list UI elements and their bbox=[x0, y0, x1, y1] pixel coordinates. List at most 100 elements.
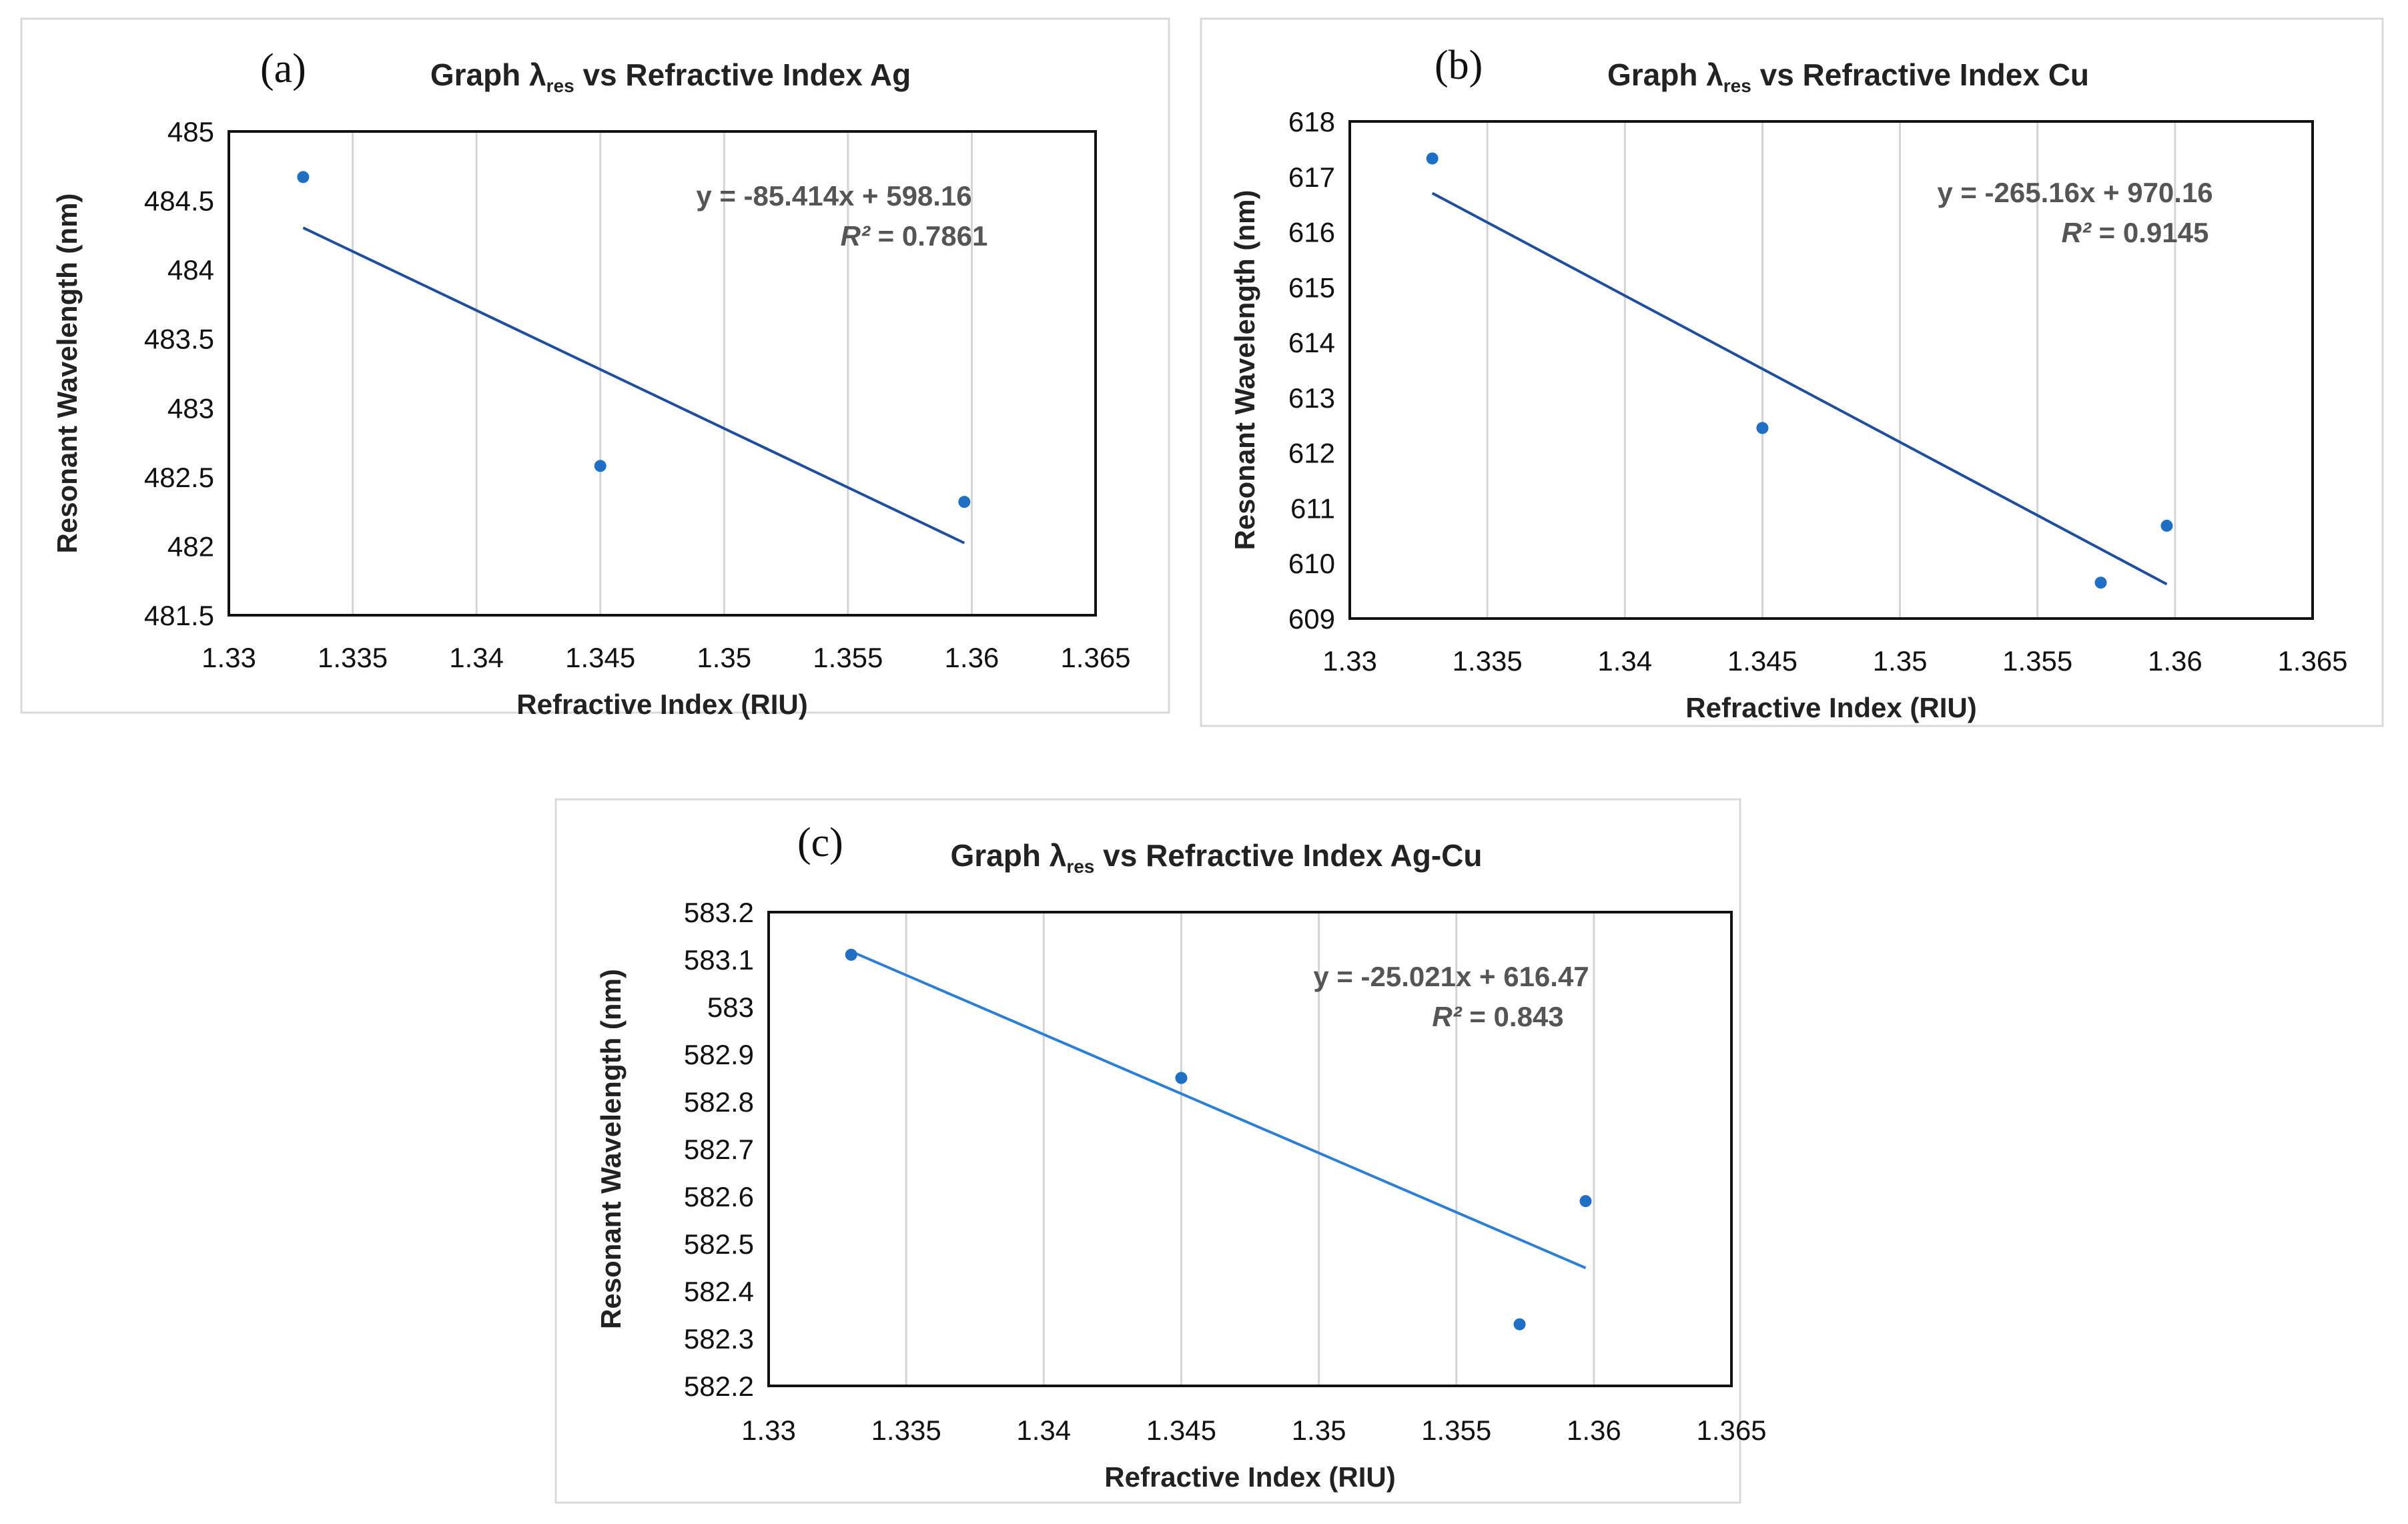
y-tick-label: 582.8 bbox=[684, 1086, 754, 1118]
x-tick-label: 1.345 bbox=[565, 642, 635, 673]
r-squared-value: = 0.843 bbox=[1462, 1001, 1564, 1032]
r-squared-value: = 0.7861 bbox=[870, 220, 987, 252]
y-axis-label: Resonant Wavelength (nm) bbox=[1229, 190, 1260, 550]
x-tick-label: 1.335 bbox=[1453, 645, 1523, 677]
y-tick-label: 484 bbox=[167, 254, 214, 286]
x-tick-label: 1.35 bbox=[1292, 1415, 1346, 1446]
x-tick-label: 1.345 bbox=[1727, 645, 1797, 677]
y-tick-label: 582.5 bbox=[684, 1228, 754, 1260]
chart-title-subscript: res bbox=[1723, 75, 1751, 96]
chart-title-rest: vs Refractive Index Ag bbox=[574, 57, 911, 92]
y-tick-label: 582.3 bbox=[684, 1323, 754, 1355]
chart-title-rest: vs Refractive Index Ag-Cu bbox=[1094, 838, 1482, 873]
panel-label: (a) bbox=[260, 46, 306, 91]
x-axis-label: Refractive Index (RIU) bbox=[1685, 692, 1976, 723]
trendline bbox=[1431, 192, 2168, 586]
x-tick-label: 1.33 bbox=[1322, 645, 1377, 677]
x-tick-label: 1.33 bbox=[202, 642, 256, 673]
x-tick-label: 1.33 bbox=[741, 1415, 796, 1446]
x-tick-label: 1.355 bbox=[813, 642, 883, 673]
y-tick-label: 485 bbox=[167, 116, 214, 147]
y-tick-label: 616 bbox=[1288, 217, 1335, 248]
y-tick-label: 582.2 bbox=[684, 1371, 754, 1402]
y-tick-label: 481.5 bbox=[144, 600, 214, 631]
data-point bbox=[2160, 519, 2173, 532]
x-tick-label: 1.365 bbox=[1060, 642, 1130, 673]
x-tick-label: 1.34 bbox=[1016, 1415, 1071, 1446]
chart-title-subscript: res bbox=[1066, 856, 1094, 877]
chart-title-rest: vs Refractive Index Cu bbox=[1751, 57, 2089, 92]
plot-area bbox=[228, 130, 1097, 617]
x-tick-label: 1.34 bbox=[1597, 645, 1652, 677]
y-tick-label: 618 bbox=[1288, 106, 1335, 137]
y-tick-label: 617 bbox=[1288, 161, 1335, 193]
plot-area bbox=[767, 911, 1733, 1387]
y-tick-label: 483 bbox=[167, 392, 214, 424]
y-tick-label: 483.5 bbox=[144, 324, 214, 355]
y-tick-label: 582.6 bbox=[684, 1181, 754, 1212]
y-tick-label: 482 bbox=[167, 530, 214, 562]
chart-title: Graph λres vs Refractive Index Cu bbox=[1607, 57, 2089, 96]
y-tick-label: 613 bbox=[1288, 382, 1335, 414]
x-tick-label: 1.35 bbox=[1873, 645, 1928, 677]
y-tick-label: 582.7 bbox=[684, 1134, 754, 1165]
chart-panel-a: 1.33 1.335 1.34 1.345 1.35 1.355 1.36 1.365 481.… bbox=[20, 17, 1170, 720]
y-tick-label: 583.2 bbox=[684, 897, 754, 928]
panel-label: (c) bbox=[797, 820, 843, 865]
x-tick-label: 1.335 bbox=[871, 1415, 941, 1446]
chart-title-main: Graph λ bbox=[1607, 57, 1723, 92]
chart-title: Graph λres vs Refractive Index Ag bbox=[430, 57, 911, 96]
chart-title: Graph λres vs Refractive Index Ag-Cu bbox=[950, 838, 1482, 877]
y-tick-label: 614 bbox=[1288, 327, 1335, 358]
x-axis-label: Refractive Index (RIU) bbox=[1104, 1461, 1395, 1493]
y-tick-label: 610 bbox=[1288, 548, 1335, 579]
data-point bbox=[845, 948, 857, 961]
x-tick-label: 1.365 bbox=[2277, 645, 2347, 677]
data-point bbox=[1426, 152, 1439, 165]
r-squared-value: = 0.9145 bbox=[2091, 217, 2209, 248]
y-tick-label: 482.5 bbox=[144, 462, 214, 493]
chart-panel-b: 1.33 1.335 1.34 1.345 1.35 1.355 1.36 1.365 609 6… bbox=[1200, 17, 2384, 727]
chart-title-main: Graph λ bbox=[950, 838, 1066, 873]
chart-panel-c: 1.33 1.335 1.34 1.345 1.35 1.355 1.36 1.365 582.… bbox=[554, 798, 1767, 1504]
data-point bbox=[2094, 577, 2107, 589]
x-tick-label: 1.36 bbox=[1567, 1415, 1621, 1446]
x-tick-label: 1.355 bbox=[2002, 645, 2072, 677]
trendline bbox=[302, 226, 965, 544]
trendline bbox=[850, 950, 1587, 1270]
y-tick-label: 611 bbox=[1290, 492, 1335, 524]
data-point bbox=[594, 460, 607, 472]
r-squared-symbol: R² bbox=[2062, 217, 2092, 248]
r-squared-symbol: R² bbox=[1432, 1001, 1462, 1032]
data-point bbox=[297, 171, 310, 183]
y-tick-label: 612 bbox=[1288, 438, 1335, 469]
plot-area bbox=[1348, 120, 2314, 620]
data-point bbox=[1756, 422, 1769, 434]
data-point bbox=[958, 496, 971, 508]
x-tick-label: 1.34 bbox=[449, 642, 504, 673]
y-tick-label: 609 bbox=[1288, 603, 1335, 635]
y-tick-label: 582.4 bbox=[684, 1276, 754, 1307]
trendline-equation: y = -85.414x + 598.16 bbox=[696, 180, 971, 212]
x-tick-label: 1.36 bbox=[2148, 645, 2202, 677]
y-axis-label: Resonant Wavelength (nm) bbox=[51, 194, 83, 554]
data-point bbox=[1175, 1072, 1188, 1084]
x-tick-label: 1.345 bbox=[1146, 1415, 1216, 1446]
chart-title-subscript: res bbox=[546, 75, 574, 96]
y-tick-label: 582.9 bbox=[684, 1039, 754, 1070]
x-tick-label: 1.335 bbox=[318, 642, 388, 673]
x-tick-label: 1.36 bbox=[945, 642, 999, 673]
data-point bbox=[1579, 1195, 1592, 1208]
panel-label: (b) bbox=[1435, 43, 1483, 88]
r-squared-label: R² = 0.7861 bbox=[841, 220, 988, 252]
r-squared-label: R² = 0.9145 bbox=[2062, 217, 2209, 248]
y-tick-label: 615 bbox=[1288, 272, 1335, 303]
x-tick-label: 1.365 bbox=[1696, 1415, 1766, 1446]
x-axis-label: Refractive Index (RIU) bbox=[516, 689, 807, 720]
r-squared-label: R² = 0.843 bbox=[1432, 1001, 1563, 1032]
x-tick-label: 1.35 bbox=[697, 642, 751, 673]
y-tick-label: 484.5 bbox=[144, 185, 214, 217]
trendline-equation: y = -265.16x + 970.16 bbox=[1937, 177, 2213, 208]
y-tick-label: 583 bbox=[707, 992, 754, 1023]
